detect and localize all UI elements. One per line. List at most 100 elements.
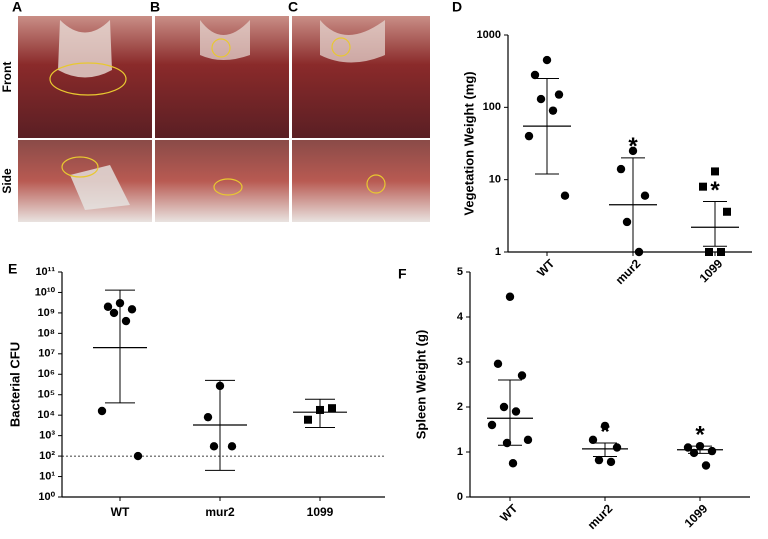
data-point (548, 106, 558, 115)
panel-label: B (150, 0, 160, 15)
data-point (127, 305, 137, 314)
y-tick-label: 10² (39, 450, 55, 462)
y-tick-label: 1000 (477, 29, 501, 41)
data-point (536, 94, 546, 104)
x-tick-label: 1099 (682, 501, 711, 530)
data-point (97, 406, 107, 416)
data-point (508, 459, 518, 468)
y-tick-label: 10³ (39, 430, 55, 442)
significance-mark: * (695, 421, 705, 448)
x-tick-label: mur2 (585, 501, 616, 532)
data-point (606, 457, 616, 467)
y-tick-label: 10⁸ (38, 327, 55, 339)
y-tick-label: 10¹ (39, 470, 55, 482)
data-point (487, 420, 497, 430)
y-tick-label: 3 (457, 356, 463, 368)
significance-mark: * (628, 133, 638, 160)
data-point (560, 191, 570, 200)
y-tick-label: 2 (457, 401, 463, 413)
data-point (121, 316, 131, 326)
data-point (640, 191, 650, 200)
data-point (707, 446, 717, 456)
data-point (717, 248, 725, 256)
data-point (505, 292, 515, 301)
row-label: Front (0, 62, 14, 93)
highlight-circle (213, 178, 243, 196)
y-tick-label: 100 (483, 101, 501, 113)
y-tick-label: 10⁹ (38, 307, 55, 319)
data-point (517, 371, 527, 380)
y-tick-label: 5 (457, 266, 463, 278)
data-point (493, 359, 503, 368)
data-point (328, 404, 336, 413)
data-point (530, 70, 540, 80)
x-tick-label: mur2 (613, 256, 644, 287)
highlight-circle (211, 38, 231, 58)
panel-label: A (12, 0, 22, 15)
y-tick-label: 0 (457, 491, 463, 503)
y-tick-label: 1 (495, 246, 501, 258)
data-point (705, 248, 713, 256)
significance-mark: * (600, 418, 610, 445)
highlight-circle (49, 62, 127, 96)
data-point (616, 164, 626, 174)
data-point (594, 455, 604, 465)
y-tick-label: 4 (457, 311, 464, 323)
data-point (628, 146, 638, 156)
data-point (701, 461, 711, 470)
data-point (622, 217, 632, 227)
y-tick-label: 10⁵ (38, 389, 55, 401)
valve (320, 20, 385, 63)
highlight-circle (366, 174, 386, 194)
significance-mark: * (710, 177, 720, 204)
data-point (133, 451, 143, 461)
data-point (711, 167, 719, 176)
data-point (699, 182, 707, 191)
data-point (542, 55, 552, 65)
data-point (554, 90, 564, 99)
data-point (723, 207, 731, 216)
photos: A B C Front Side (0, 0, 430, 222)
x-tick-label: WT (534, 256, 558, 280)
highlight-circle (331, 37, 351, 57)
data-point (600, 421, 610, 431)
data-point (209, 442, 219, 451)
row-label: Side (0, 168, 14, 194)
data-point (588, 435, 598, 445)
data-point (304, 415, 312, 424)
x-tick-label: 1099 (307, 505, 334, 519)
data-point (203, 412, 213, 422)
photo (155, 140, 289, 222)
y-tick-label: 10⁴ (37, 409, 55, 421)
y-tick-label: 10 (489, 174, 501, 186)
y-axis-title: Bacterial CFU (7, 342, 22, 427)
photo (155, 16, 289, 138)
data-point (523, 435, 533, 445)
y-tick-label: 10¹⁰ (35, 286, 56, 298)
data-point (511, 407, 521, 416)
y-tick-label: 10¹¹ (35, 266, 55, 278)
x-tick-label: 1099 (697, 256, 726, 285)
panel-label: D (452, 0, 462, 15)
x-tick-label: mur2 (205, 505, 235, 519)
y-tick-label: 10⁷ (38, 348, 55, 360)
data-point (524, 131, 534, 141)
y-tick-label: 10⁶ (38, 368, 55, 380)
y-axis-title: Spleen Weight (g) (413, 330, 428, 440)
y-tick-label: 1 (457, 446, 463, 458)
y-tick-label: 10⁰ (38, 491, 55, 503)
highlight-circle (61, 156, 99, 178)
data-point (499, 402, 509, 412)
x-tick-label: WT (497, 501, 521, 525)
panel-label: E (8, 261, 17, 277)
data-point (612, 443, 622, 452)
data-point (109, 308, 119, 318)
photo (292, 140, 430, 222)
data-point (103, 302, 113, 311)
panel-label: F (398, 266, 407, 282)
panel-label: C (288, 0, 298, 15)
x-tick-label: WT (111, 505, 130, 519)
y-axis-title: Vegetation Weight (mg) (461, 71, 476, 215)
data-point (227, 442, 237, 451)
